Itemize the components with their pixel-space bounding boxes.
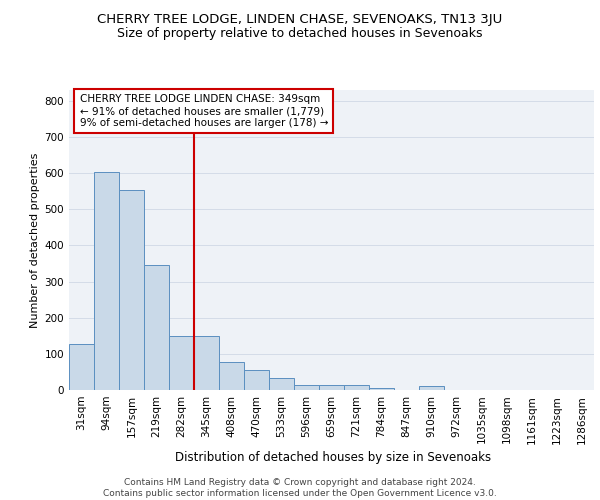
Bar bbox=[319, 385, 344, 390]
Bar bbox=[119, 190, 144, 390]
Y-axis label: Number of detached properties: Number of detached properties bbox=[31, 152, 40, 328]
Text: CHERRY TREE LODGE LINDEN CHASE: 349sqm
← 91% of detached houses are smaller (1,7: CHERRY TREE LODGE LINDEN CHASE: 349sqm ←… bbox=[79, 94, 328, 128]
Bar bbox=[194, 336, 219, 390]
Bar bbox=[244, 370, 269, 390]
Bar bbox=[269, 378, 294, 390]
Bar bbox=[294, 384, 319, 390]
Bar bbox=[344, 385, 369, 390]
Bar bbox=[144, 264, 169, 390]
Bar bbox=[69, 344, 94, 390]
Text: Size of property relative to detached houses in Sevenoaks: Size of property relative to detached ho… bbox=[117, 28, 483, 40]
Text: CHERRY TREE LODGE, LINDEN CHASE, SEVENOAKS, TN13 3JU: CHERRY TREE LODGE, LINDEN CHASE, SEVENOA… bbox=[97, 12, 503, 26]
Bar bbox=[94, 172, 119, 390]
Text: Contains HM Land Registry data © Crown copyright and database right 2024.
Contai: Contains HM Land Registry data © Crown c… bbox=[103, 478, 497, 498]
Bar bbox=[369, 388, 394, 390]
Bar bbox=[169, 336, 194, 390]
Text: Distribution of detached houses by size in Sevenoaks: Distribution of detached houses by size … bbox=[175, 451, 491, 464]
Bar bbox=[419, 386, 444, 390]
Bar bbox=[219, 362, 244, 390]
